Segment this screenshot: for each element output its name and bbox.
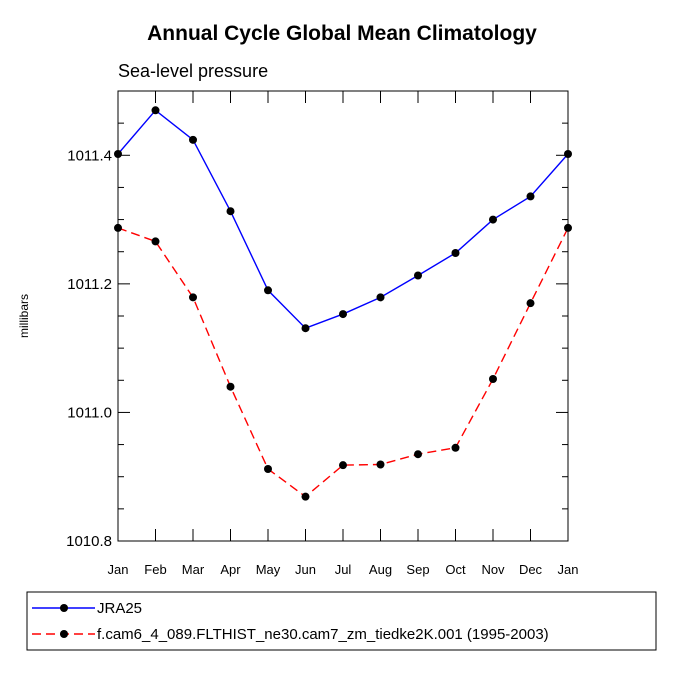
legend-label-0: JRA25 <box>97 600 142 617</box>
x-tick-label: Apr <box>220 562 241 577</box>
series-1-point-2 <box>189 293 197 302</box>
series-0-point-10 <box>489 215 497 224</box>
series-1-point-9 <box>451 443 460 452</box>
x-tick-label: Feb <box>144 562 166 577</box>
series-1-point-1 <box>151 237 160 246</box>
y-tick-label: 1011.4 <box>67 147 112 164</box>
legend-box <box>26 591 657 651</box>
x-tick-label: Jan <box>108 562 129 577</box>
series-0-point-8 <box>414 271 422 280</box>
series-line-0 <box>117 109 569 330</box>
chart-subtitle: Sea-level pressure <box>118 61 268 81</box>
x-tick-label: Jun <box>295 562 316 577</box>
series-1-point-6 <box>339 461 347 470</box>
x-axis: Jan Feb Mar Apr May Jun Jul Aug Sep Oct Nov Dec Jan <box>108 91 579 577</box>
x-tick-label: Aug <box>369 562 392 577</box>
series-1-point-11 <box>526 299 535 308</box>
series-0-point-7 <box>376 293 385 302</box>
x-tick-label: May <box>256 562 281 577</box>
series-1-point-3 <box>226 382 235 391</box>
x-tick-label: Mar <box>182 562 205 577</box>
legend: JRA25 f.cam6_4_089.FLTHIST_ne30.cam7_zm_t… <box>32 600 549 643</box>
series-0-point-2 <box>189 135 197 144</box>
x-tick-label: Sep <box>406 562 429 577</box>
series-0-point-0 <box>114 150 122 158</box>
y-axis: 1010.8 1011.0 1011.2 1011.4 <box>66 90 568 550</box>
x-tick-label: Dec <box>519 562 543 577</box>
legend-marker-0 <box>60 604 68 612</box>
x-tick-label: Nov <box>481 562 505 577</box>
legend-label-1: f.cam6_4_089.FLTHIST_ne30.cam7_zm_tiedke… <box>97 626 549 643</box>
series-0-point-6 <box>339 310 347 319</box>
series-1-point-12 <box>564 223 572 232</box>
series-1-point-4 <box>264 465 272 473</box>
x-tick-label: Oct <box>445 562 466 577</box>
series-1-point-7 <box>376 460 385 469</box>
series-0-point-9 <box>451 249 460 257</box>
series-0-point-11 <box>526 192 535 201</box>
series-1-point-5 <box>301 492 310 501</box>
y-tick-label: 1011.0 <box>67 404 112 421</box>
y-tick-label: 1010.8 <box>66 533 112 550</box>
series-group <box>114 106 572 501</box>
series-0-point-5 <box>301 324 310 333</box>
series-1-point-0 <box>114 223 122 232</box>
y-axis-label: millibars <box>17 294 31 338</box>
series-0-point-1 <box>151 106 160 115</box>
series-0-point-3 <box>226 207 235 216</box>
series-line-1 <box>117 227 569 498</box>
series-0-point-12 <box>564 150 572 158</box>
legend-marker-1 <box>60 630 68 638</box>
series-1-point-8 <box>414 450 422 459</box>
y-tick-label: 1011.2 <box>67 276 112 293</box>
chart-title: Annual Cycle Global Mean Climatology <box>147 22 537 45</box>
x-tick-label: Jan <box>558 562 579 577</box>
series-0-point-4 <box>264 286 272 295</box>
x-tick-label: Jul <box>335 562 352 577</box>
series-1-point-10 <box>489 375 497 383</box>
